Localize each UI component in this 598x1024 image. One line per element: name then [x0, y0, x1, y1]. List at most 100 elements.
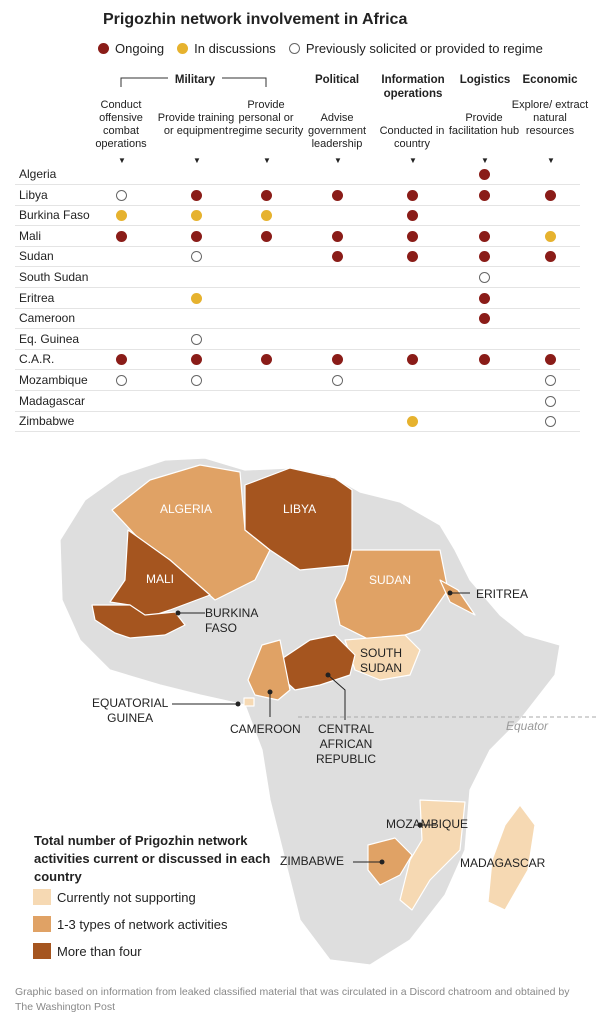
legend-previous-label: Previously solicited or provided to regi…	[305, 41, 543, 56]
table-row: Sudan	[0, 246, 598, 268]
label-madagascar: MADAGASCAR	[460, 856, 546, 870]
column-arrow-icon: ▼	[118, 156, 126, 165]
africa-map: ALGERIA LIBYA MALI SUDAN BURKINA FASO ER…	[0, 430, 598, 985]
table-row: Libya	[0, 185, 598, 206]
status-dot-ongoing	[190, 189, 202, 201]
row-divider	[15, 266, 580, 268]
row-divider	[15, 184, 580, 185]
legend-discussions-label: In discussions	[194, 41, 276, 56]
country-label: Eritrea	[19, 290, 55, 305]
status-dot-ongoing	[331, 354, 343, 366]
status-dot-ongoing	[115, 230, 127, 242]
status-dot-ongoing	[260, 189, 272, 201]
swatch-mid-icon	[33, 916, 51, 932]
discussion-dot-icon	[177, 43, 189, 54]
col-resources: Explore/ extract natural resources	[511, 99, 589, 137]
eq-guinea-shape	[243, 697, 255, 707]
label-car: CENTRAL AFRICAN REPUBLIC	[316, 722, 377, 766]
status-dot-prev	[478, 272, 490, 283]
label-south-sudan: SOUTH SUDAN	[360, 646, 403, 675]
status-dot-ongoing	[478, 230, 490, 242]
legend: Ongoing In discussions Previously solici…	[98, 41, 543, 56]
status-dot-ongoing	[544, 189, 556, 201]
label-eritrea: ERITREA	[476, 587, 529, 601]
status-dot-ongoing	[331, 251, 343, 263]
group-political: Political	[314, 74, 360, 86]
status-dot-disc	[544, 230, 556, 242]
table-row: Cameroon	[0, 308, 598, 330]
table-row: Mali	[0, 226, 598, 247]
country-label: South Sudan	[19, 270, 89, 284]
status-dot-ongoing	[478, 354, 490, 366]
status-dot-ongoing	[406, 230, 418, 242]
group-military: Military	[174, 74, 216, 86]
table-row: Algeria	[0, 164, 598, 185]
country-label: Cameroon	[19, 311, 76, 326]
row-divider	[15, 328, 580, 330]
country-label: Madagascar	[19, 393, 86, 408]
key-more-than-four: More than four	[33, 943, 142, 959]
label-mali: MALI	[146, 572, 175, 586]
status-dot-ongoing	[260, 354, 272, 366]
eritrea-shape	[439, 579, 476, 616]
chart-title: Prigozhin network involvement in Africa	[103, 11, 408, 28]
mozambique-shape	[399, 799, 466, 911]
status-dot-disc	[115, 210, 127, 222]
label-mozambique: MOZAMBIQUE	[386, 817, 469, 831]
status-dot-ongoing	[331, 230, 343, 242]
status-dot-disc	[406, 416, 418, 428]
status-dot-prev	[331, 375, 343, 386]
country-label: Burkina Faso	[19, 208, 90, 223]
table-row: South Sudan	[0, 267, 598, 288]
table-row: C.A.R.	[0, 349, 598, 371]
previous-dot-icon	[288, 43, 300, 54]
status-dot-ongoing	[115, 354, 127, 366]
status-dot-prev	[544, 416, 556, 428]
key-1-3-label: 1-3 types of network activities	[57, 916, 228, 932]
country-label: Libya	[19, 187, 48, 202]
legend-discussions: In discussions	[177, 41, 276, 56]
col-hub: Provide facilitation hub	[448, 112, 520, 137]
status-dot-prev	[544, 395, 556, 407]
key-not-supporting: Currently not supporting	[33, 889, 196, 905]
column-arrow-icon: ▼	[263, 156, 271, 165]
row-divider	[15, 307, 580, 309]
col-security: Provide personal or regime security	[228, 99, 304, 137]
status-dot-ongoing	[406, 189, 418, 201]
row-divider	[15, 245, 580, 247]
label-cameroon: CAMEROON	[230, 722, 301, 736]
status-dot-ongoing	[544, 251, 556, 263]
status-dot-ongoing	[406, 354, 418, 366]
source-note: Graphic based on information from leaked…	[15, 986, 570, 1013]
label-libya: LIBYA	[283, 502, 317, 516]
country-label: Zimbabwe	[19, 414, 75, 429]
status-dot-ongoing	[406, 210, 418, 222]
key-more-than-four-label: More than four	[57, 943, 142, 959]
table-row: Madagascar	[0, 391, 598, 412]
country-label: Algeria	[19, 167, 57, 181]
status-dot-disc	[260, 210, 272, 222]
col-training: Provide training or equipment	[157, 112, 235, 137]
map-svg	[59, 457, 598, 966]
status-dot-prev	[115, 189, 127, 201]
table-row: Burkina Faso	[0, 205, 598, 227]
military-bracket	[120, 77, 267, 87]
swatch-dark-icon	[33, 943, 51, 959]
row-divider	[15, 348, 580, 350]
label-eq-guinea: EQUATORIAL GUINEA	[92, 696, 169, 725]
label-sudan: SUDAN	[369, 573, 412, 587]
status-dot-ongoing	[478, 189, 490, 201]
country-label: Mozambique	[19, 373, 88, 387]
group-economic: Economic	[522, 74, 578, 86]
status-dot-prev	[190, 375, 202, 386]
status-dot-ongoing	[331, 189, 343, 201]
group-info-ops: Information operations	[381, 74, 445, 100]
status-dot-prev	[190, 333, 202, 345]
status-dot-ongoing	[478, 169, 490, 180]
status-dot-ongoing	[544, 354, 556, 366]
status-dot-ongoing	[478, 292, 490, 304]
key-1-3: 1-3 types of network activities	[33, 916, 228, 932]
label-equator: Equator	[506, 719, 549, 733]
table-row: Zimbabwe	[0, 411, 598, 433]
legend-ongoing: Ongoing	[98, 41, 164, 56]
